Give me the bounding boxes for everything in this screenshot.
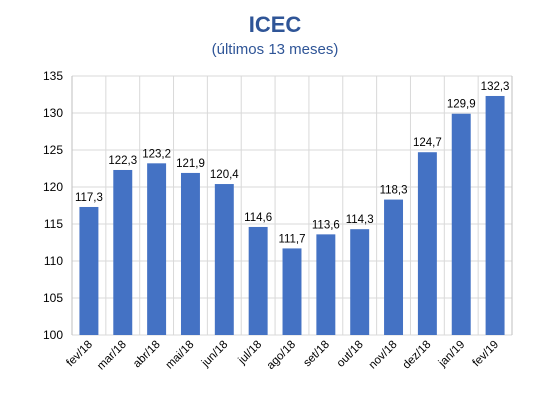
y-tick-label: 100 bbox=[43, 328, 63, 342]
bar bbox=[451, 113, 471, 336]
x-tick-label: jul/18 bbox=[236, 339, 265, 368]
y-tick-label: 120 bbox=[43, 180, 63, 194]
bar bbox=[147, 163, 167, 335]
y-tick-label: 115 bbox=[44, 217, 63, 231]
x-tick-label: set/18 bbox=[301, 339, 332, 370]
bar bbox=[384, 199, 404, 335]
bar bbox=[113, 169, 133, 335]
data-label: 124,7 bbox=[413, 137, 442, 149]
data-label: 117,3 bbox=[75, 192, 103, 204]
bar bbox=[79, 206, 99, 335]
data-label: 111,7 bbox=[278, 233, 305, 245]
data-label: 123,2 bbox=[142, 148, 171, 160]
data-label: 118,3 bbox=[380, 185, 408, 197]
bar bbox=[417, 152, 437, 335]
x-tick-label: out/18 bbox=[335, 339, 366, 370]
data-label: 113,6 bbox=[312, 219, 340, 231]
x-tick-label: ago/18 bbox=[265, 339, 298, 372]
data-label: 121,9 bbox=[176, 158, 205, 170]
x-tick-label: abr/18 bbox=[131, 339, 163, 371]
data-label: 132,3 bbox=[481, 81, 510, 93]
x-tick-label: dez/18 bbox=[401, 339, 434, 372]
y-tick-label: 130 bbox=[43, 106, 63, 120]
bar bbox=[485, 95, 505, 335]
x-tick-label: mai/18 bbox=[164, 339, 197, 372]
y-axis-ticks: 100 105 110 115 120 125 130 135 bbox=[43, 69, 63, 342]
x-tick-label: jun/18 bbox=[199, 339, 230, 370]
data-label: 120,4 bbox=[210, 169, 239, 181]
data-labels: 117,3 122,3 123,2 121,9 120,4 114,6 111,7 113,6… bbox=[75, 81, 510, 245]
chart-subtitle: (últimos 13 meses) bbox=[211, 41, 339, 58]
y-tick-label: 105 bbox=[43, 291, 63, 305]
data-label: 129,9 bbox=[447, 99, 476, 111]
chart-title: ICEC bbox=[248, 12, 302, 37]
x-tick-label: fev/18 bbox=[64, 339, 95, 370]
bar-series bbox=[79, 95, 505, 336]
y-tick-label: 110 bbox=[44, 254, 63, 268]
bar bbox=[316, 234, 336, 335]
data-label: 114,3 bbox=[346, 214, 374, 226]
x-tick-label: mar/18 bbox=[95, 339, 129, 373]
bar bbox=[180, 172, 200, 335]
x-tick-label: jan/19 bbox=[436, 339, 467, 370]
bar bbox=[248, 226, 268, 335]
bar bbox=[350, 229, 370, 335]
bar bbox=[282, 248, 302, 335]
data-label: 122,3 bbox=[108, 155, 137, 167]
x-tick-label: nov/18 bbox=[367, 339, 400, 372]
bar bbox=[214, 184, 234, 335]
x-axis-ticks: fev/18 mar/18 abr/18 mai/18 jun/18 jul/18 ago/… bbox=[64, 339, 501, 373]
data-label: 114,6 bbox=[244, 212, 272, 224]
y-tick-label: 125 bbox=[43, 143, 63, 157]
x-tick-label: fev/19 bbox=[471, 339, 502, 370]
y-tick-label: 135 bbox=[43, 69, 63, 83]
